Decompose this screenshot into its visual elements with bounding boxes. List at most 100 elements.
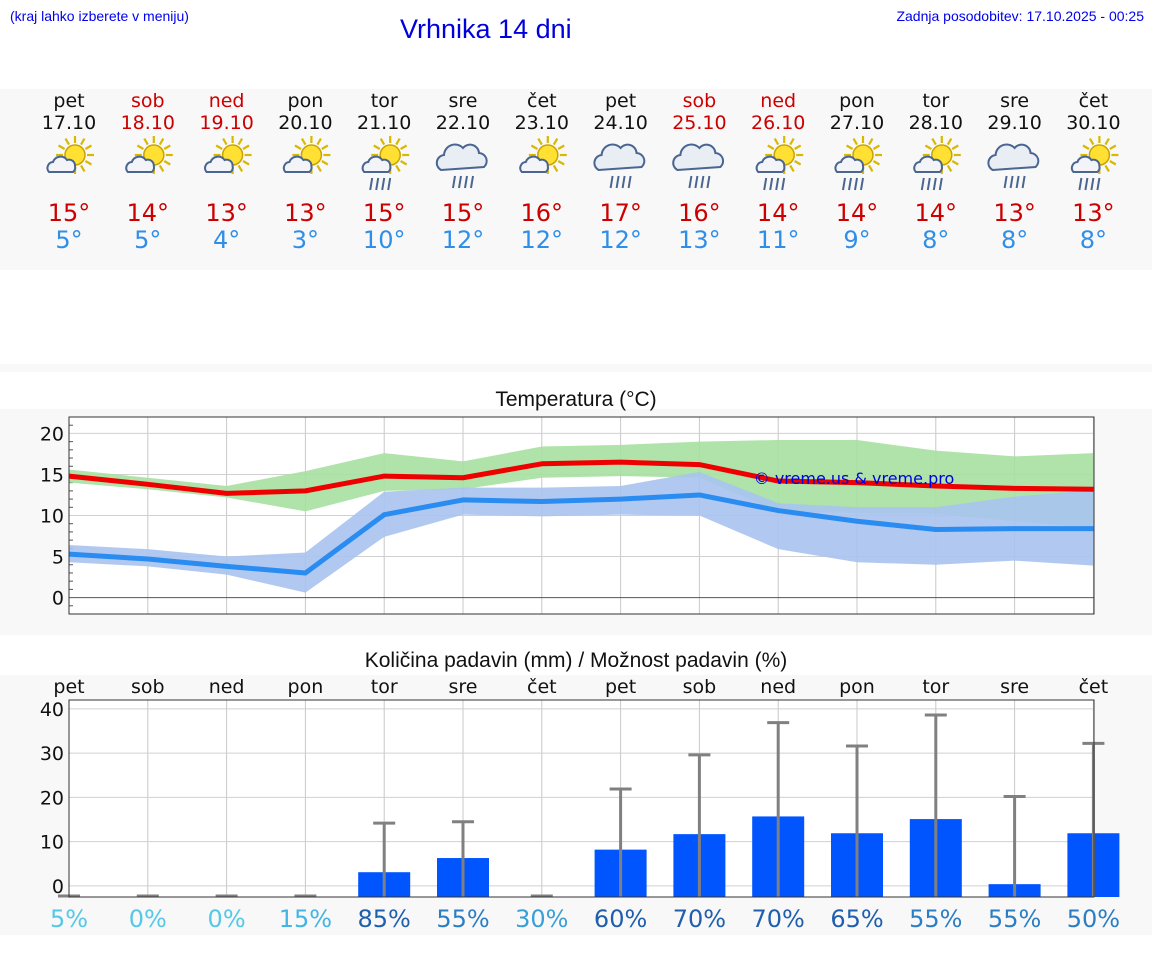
precipitation-chart: pet sob ned pon tor sre čet pet sob ned pon tor sre č…: [40, 676, 1120, 933]
sun-ray: [242, 160, 250, 166]
rain-drop: [627, 175, 632, 189]
sun-ray: [557, 144, 565, 150]
forecast-day-label: pon: [288, 90, 324, 112]
forecast-tmin: 4°: [213, 226, 240, 254]
rain-drop: [706, 175, 711, 189]
forecast-tmax: 16°: [678, 199, 721, 227]
sun-ray: [158, 164, 165, 173]
precipitation-y-tick: 40: [40, 699, 64, 721]
rain-drop: [932, 177, 937, 191]
precipitation-day-label: sre: [1000, 676, 1029, 698]
region-menu-hint[interactable]: (kraj lahko izberete v meniju): [10, 8, 189, 24]
forecast-tmin: 13°: [678, 226, 721, 254]
sun-ray: [136, 144, 144, 150]
forecast-day-label: tor: [371, 90, 398, 112]
forecast-tmax: 17°: [599, 199, 642, 227]
forecast-tmax: 15°: [48, 199, 91, 227]
forecast-date-label: 17.10: [42, 112, 96, 134]
precipitation-day-label: ned: [209, 676, 245, 698]
sun-ray: [530, 144, 538, 150]
rain-drop: [375, 177, 380, 191]
sun-ray: [951, 144, 959, 150]
forecast-day-label: sre: [1000, 90, 1029, 112]
sun-ray: [1104, 137, 1110, 146]
forecast-day-label: sob: [683, 90, 717, 112]
rain-drop: [769, 177, 774, 191]
precipitation-y-tick: 0: [52, 876, 64, 898]
rain-drop: [848, 177, 852, 191]
sun-ray: [872, 160, 881, 166]
cloud-shape: [987, 143, 1040, 172]
sun-ray: [316, 137, 322, 146]
forecast-date-label: 21.10: [357, 112, 411, 134]
precipitation-day-label: čet: [527, 676, 557, 698]
sun-cloud-rain-icon: [834, 136, 882, 191]
sun-cloud-icon: [282, 136, 331, 174]
sun-ray: [222, 137, 228, 146]
sun-ray: [215, 144, 223, 150]
rain-drop: [926, 177, 931, 191]
precipitation-day-label: pon: [288, 676, 324, 698]
precipitation-probability: 70%: [752, 905, 805, 933]
cloud-shape: [282, 155, 313, 173]
cloud-shape: [913, 155, 943, 173]
precipitation-day-label: sob: [683, 676, 717, 698]
sun-ray: [868, 137, 874, 146]
temperature-plot-border: [68, 416, 1095, 615]
forecast-day-label: pet: [605, 90, 636, 112]
cloud-shape: [834, 155, 865, 173]
sun-ray: [767, 144, 775, 150]
rain-drop: [688, 175, 693, 189]
cloud-shape: [125, 155, 155, 173]
rain-drop: [615, 175, 620, 189]
forecast-day-label: tor: [922, 90, 949, 112]
forecast-tmin: 8°: [922, 226, 949, 254]
cloud-shape: [1070, 155, 1101, 173]
precipitation-probability: 30%: [515, 905, 568, 933]
sun-ray: [789, 164, 795, 173]
temperature-y-tick: 15: [40, 464, 64, 486]
sun-ray: [1109, 160, 1117, 166]
rain-drop: [775, 177, 780, 191]
rain-drop: [781, 177, 786, 191]
sun-ray: [237, 137, 244, 146]
tmin-line: [68, 492, 1094, 576]
sun-cloud-rain-icon: [1070, 136, 1119, 191]
forecast-day-label: čet: [1079, 90, 1109, 112]
tmin-range-band: [69, 471, 1094, 593]
sun-ray: [400, 160, 408, 166]
rain-drop: [1009, 175, 1014, 189]
sun-ray: [773, 137, 780, 146]
forecast-tmin: 3°: [292, 226, 319, 254]
sun-ray: [1088, 137, 1095, 146]
sun-cloud-icon: [519, 136, 567, 174]
sun-cloud-rain-icon: [913, 136, 961, 191]
forecast-date-label: 18.10: [121, 112, 175, 134]
rain-drop: [1003, 175, 1008, 189]
forecast-tmin: 8°: [1001, 226, 1028, 254]
temperature-y-tick: 5: [52, 547, 64, 569]
sun-ray: [552, 137, 559, 146]
sun-ray: [300, 137, 307, 146]
precipitation-day-label: pon: [839, 676, 875, 698]
sun-ray: [143, 137, 149, 146]
precipitation-probability: 0%: [129, 905, 167, 933]
sun-ray: [951, 160, 959, 166]
sun-ray: [84, 144, 93, 150]
sun-ray: [872, 144, 881, 150]
precipitation-day-label: tor: [922, 676, 949, 698]
sun-ray: [537, 137, 543, 146]
rain-drop: [369, 177, 374, 191]
sun-ray: [794, 144, 802, 150]
forecast-tmax: 13°: [1072, 199, 1115, 227]
forecast-tmax: 14°: [757, 199, 800, 227]
sun-ray: [845, 144, 854, 150]
forecast-day-label: pon: [839, 90, 875, 112]
page-title: Vrhnika 14 dni: [400, 14, 572, 44]
temperature-y-tick: 0: [52, 588, 64, 610]
sun-ray: [57, 144, 66, 150]
rain-drop: [470, 175, 474, 189]
forecast-tmin: 12°: [442, 226, 485, 254]
rain-drop: [381, 177, 386, 191]
precipitation-day-label: sob: [131, 676, 165, 698]
